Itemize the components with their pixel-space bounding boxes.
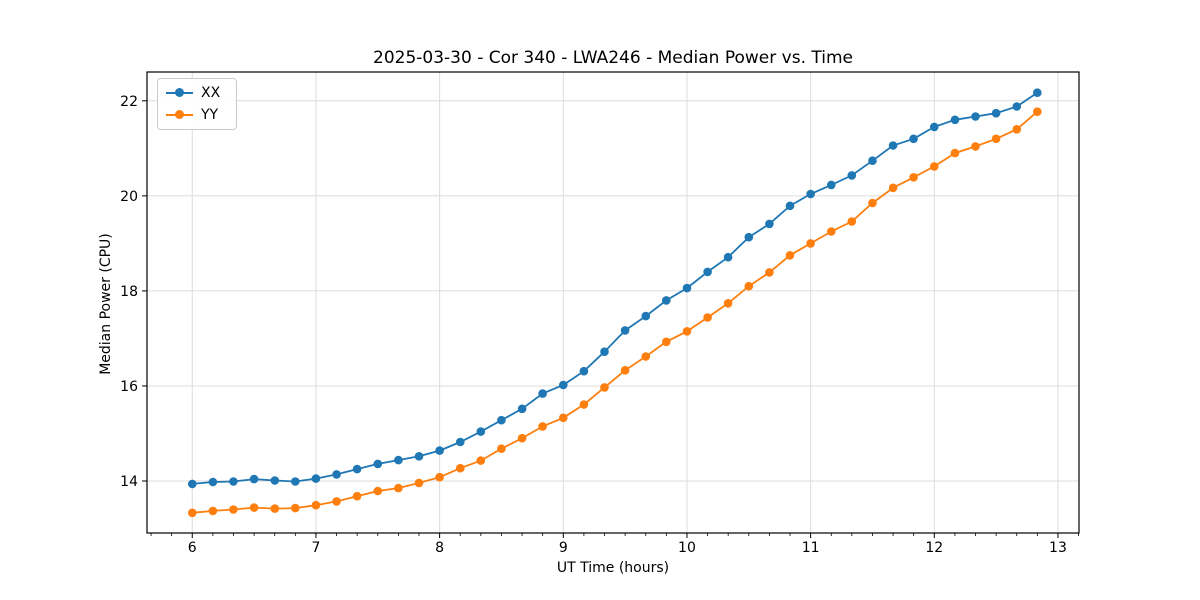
y-tick-label: 14 (120, 474, 138, 490)
legend: XX YY (157, 78, 237, 130)
chart-title: 2025-03-30 - Cor 340 - LWA246 - Median P… (373, 48, 853, 68)
legend-label: YY (201, 107, 219, 123)
x-tick-label: 12 (925, 540, 943, 556)
gridlines (147, 72, 1079, 533)
x-tick-label: 7 (311, 540, 320, 556)
tick-labels: 6 7 8 9 10 11 12 13 14 16 18 20 22 (120, 94, 1067, 556)
series-yy (188, 107, 1042, 518)
x-tick-label: 6 (188, 540, 197, 556)
legend-item-xx: XX (166, 84, 228, 102)
x-tick-label: 9 (559, 540, 568, 556)
y-tick-label: 22 (120, 94, 138, 110)
x-tick-label: 11 (802, 540, 820, 556)
x-axis-label: UT Time (hours) (556, 560, 670, 576)
x-tick-label: 10 (678, 540, 696, 556)
legend-line-marker-icon (166, 88, 193, 98)
y-tick-label: 20 (120, 189, 138, 205)
y-tick-label: 16 (120, 379, 138, 395)
y-axis-label: Median Power (CPU) (98, 233, 114, 375)
legend-line-marker-icon (166, 110, 193, 120)
x-tick-label: 8 (435, 540, 444, 556)
legend-item-yy: YY (166, 106, 228, 124)
plot-frame (146, 71, 1080, 534)
y-tick-label: 18 (120, 284, 138, 300)
series-xx (188, 88, 1042, 489)
x-tick-label: 13 (1049, 540, 1067, 556)
legend-label: XX (201, 85, 221, 101)
